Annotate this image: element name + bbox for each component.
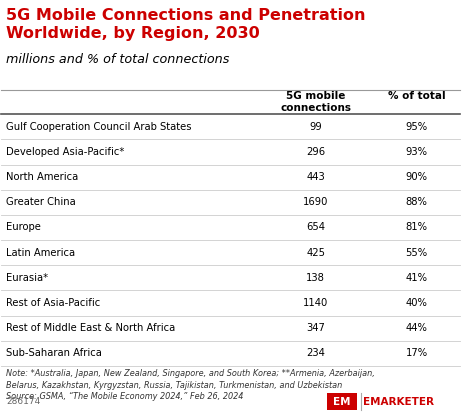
Text: 296: 296: [306, 147, 325, 157]
Text: Note: *Australia, Japan, New Zealand, Singapore, and South Korea; **Armenia, Aze: Note: *Australia, Japan, New Zealand, Si…: [6, 369, 375, 401]
Text: Eurasia*: Eurasia*: [6, 273, 48, 283]
Text: 17%: 17%: [406, 348, 428, 358]
Text: 55%: 55%: [406, 248, 428, 258]
Text: 347: 347: [306, 323, 325, 333]
Text: 41%: 41%: [406, 273, 428, 283]
Text: 99: 99: [309, 122, 322, 132]
Text: Sub-Saharan Africa: Sub-Saharan Africa: [6, 348, 102, 358]
Text: millions and % of total connections: millions and % of total connections: [6, 53, 229, 66]
Text: 5G mobile
connections: 5G mobile connections: [280, 91, 351, 113]
Text: 44%: 44%: [406, 323, 428, 333]
Text: 443: 443: [306, 172, 325, 182]
Text: 95%: 95%: [406, 122, 428, 132]
Text: 5G Mobile Connections and Penetration
Worldwide, by Region, 2030: 5G Mobile Connections and Penetration Wo…: [6, 7, 366, 41]
Text: 234: 234: [306, 348, 325, 358]
Text: North America: North America: [6, 172, 78, 182]
Text: Rest of Asia-Pacific: Rest of Asia-Pacific: [6, 298, 100, 308]
FancyBboxPatch shape: [327, 393, 357, 410]
Text: 88%: 88%: [406, 198, 428, 208]
Text: 425: 425: [306, 248, 325, 258]
Text: 1140: 1140: [303, 298, 329, 308]
Text: 90%: 90%: [406, 172, 428, 182]
Text: 93%: 93%: [406, 147, 428, 157]
Text: 138: 138: [306, 273, 325, 283]
Text: 1690: 1690: [303, 198, 329, 208]
Text: 40%: 40%: [406, 298, 428, 308]
Text: 81%: 81%: [406, 222, 428, 232]
Text: EM: EM: [333, 397, 351, 407]
Text: Gulf Cooperation Council Arab States: Gulf Cooperation Council Arab States: [6, 122, 191, 132]
Text: Europe: Europe: [6, 222, 41, 232]
Text: Developed Asia-Pacific*: Developed Asia-Pacific*: [6, 147, 125, 157]
Text: EMARKETER: EMARKETER: [363, 397, 434, 407]
Text: % of total: % of total: [388, 91, 446, 101]
Text: 286174: 286174: [6, 397, 40, 406]
Text: 654: 654: [306, 222, 325, 232]
Text: Latin America: Latin America: [6, 248, 75, 258]
Text: Greater China: Greater China: [6, 198, 76, 208]
Text: Rest of Middle East & North Africa: Rest of Middle East & North Africa: [6, 323, 175, 333]
